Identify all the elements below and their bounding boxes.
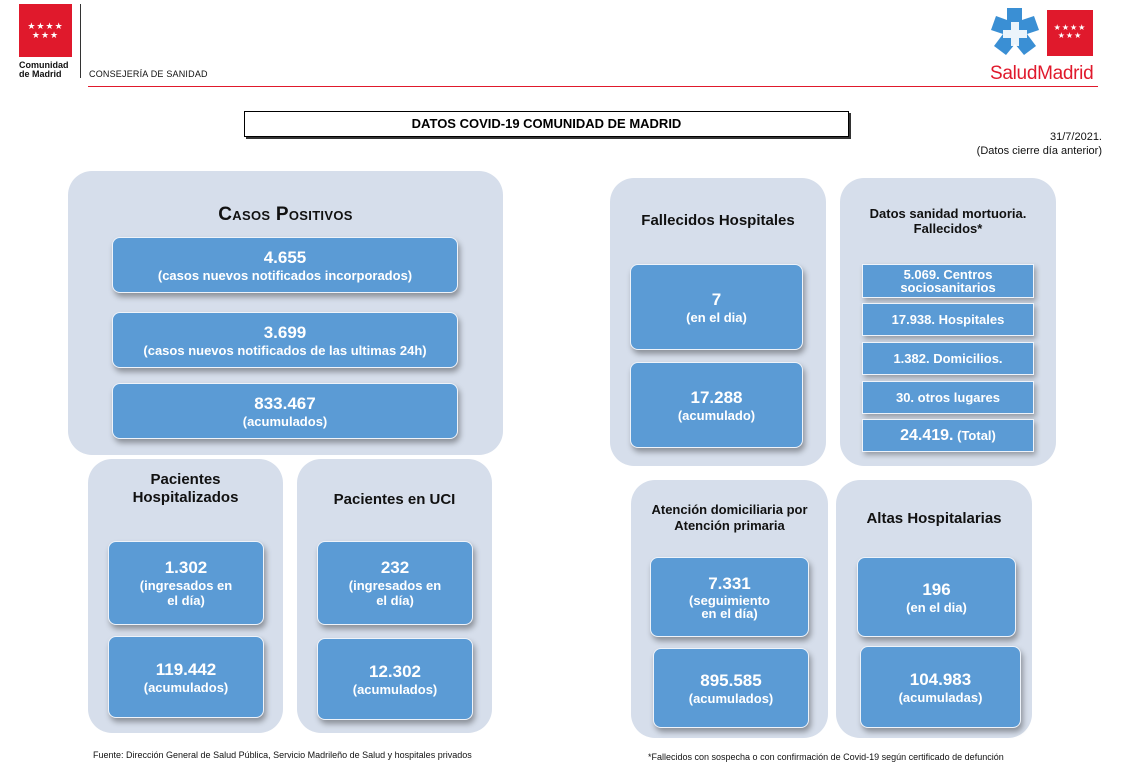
- mortuoria-total-value: 24.419.: [900, 427, 954, 444]
- mortuoria-total-label: (Total): [957, 428, 996, 443]
- footer-nota: *Fallecidos con sospecha o con confirmac…: [648, 752, 1004, 762]
- altas-total-value: 104.983: [909, 669, 972, 689]
- stars-icon: ★★★★ ★★★: [27, 21, 64, 40]
- atencion-domiciliaria-panel: Atención domiciliaria por Atención prima…: [631, 480, 828, 738]
- casos-nuevos-incorporados-box: 4.655 (casos nuevos notificados incorpor…: [112, 237, 458, 293]
- fallecidos-hosp-title: Fallecidos Hospitales: [641, 212, 795, 229]
- mortuoria-total-box: 24.419. (Total): [862, 419, 1034, 452]
- hosp-title-line2: Hospitalizados: [132, 489, 239, 506]
- header-rule: [88, 86, 1098, 87]
- casos-24h-value: 3.699: [263, 322, 307, 342]
- uci-daily-box: 232 (ingresados en el día): [317, 541, 473, 625]
- domiciliaria-title: Atención domiciliaria por Atención prima…: [631, 502, 828, 534]
- hosp-daily-label-2: el día): [167, 593, 205, 608]
- fallecidos-total-label: (acumulado): [677, 407, 756, 423]
- casos-acumulados-label: (acumulados): [242, 413, 328, 429]
- casos-acumulados-box: 833.467 (acumulados): [112, 383, 458, 439]
- domiciliaria-daily-label-1: (seguimiento: [689, 593, 770, 608]
- domiciliaria-daily-label-2: en el día): [701, 606, 758, 621]
- salud-cross-icon: [991, 8, 1039, 55]
- comunidad-madrid-name: Comunidad de Madrid: [19, 61, 69, 79]
- casos-24h-label: (casos nuevos notificados de las ultimas…: [143, 342, 427, 358]
- page-title: DATOS COVID-19 COMUNIDAD DE MADRID: [244, 111, 849, 137]
- date-value: 31/7/2021.: [1050, 131, 1102, 143]
- altas-total-label: (acumuladas): [898, 689, 983, 705]
- mortuoria-title: Datos sanidad mortuoria. Fallecidos*: [840, 206, 1056, 236]
- fallecidos-total-value: 17.288: [690, 387, 743, 407]
- mortuoria-centros-box: 5.069. Centros sociosanitarios: [862, 264, 1034, 298]
- salud-madrid-flag: ★★★★ ★★★: [1047, 10, 1093, 56]
- cam-name-line2: de Madrid: [19, 69, 62, 79]
- hospitalizados-title: Pacientes Hospitalizados: [88, 471, 283, 507]
- casos-title: Casos Positivos: [218, 204, 353, 225]
- domiciliaria-daily-value: 7.331: [708, 574, 751, 593]
- hosp-daily-label-1: (ingresados en: [139, 578, 233, 593]
- hospitales-value: 17.938. Hospitales: [891, 312, 1005, 327]
- domiciliaria-total-label: (acumulados): [688, 690, 774, 706]
- uci-total-value: 12.302: [369, 661, 421, 681]
- hospitalizados-total-box: 119.442 (acumulados): [108, 636, 264, 718]
- mortuoria-otros-box: 30. otros lugares: [862, 381, 1034, 414]
- domiciliaria-title-line1: Atención domiciliaria por: [651, 502, 808, 517]
- uci-total-label: (acumulados): [352, 681, 438, 697]
- casos-positivos-panel: Casos Positivos 4.655 (casos nuevos noti…: [68, 171, 503, 455]
- altas-daily-label: (en el dia): [906, 599, 967, 615]
- mortuoria-title-line2: Fallecidos*: [913, 221, 983, 236]
- altas-daily-box: 196 (en el dia): [857, 557, 1016, 637]
- domiciliaria-total-value: 895.585: [700, 670, 762, 690]
- fallecidos-hospitales-panel: Fallecidos Hospitales 7 (en el dia) 17.2…: [610, 178, 826, 466]
- report-date: 31/7/2021. (Datos cierre día anterior): [977, 130, 1102, 158]
- hosp-total-label: (acumulados): [143, 679, 229, 695]
- domiciliaria-title-line2: Atención primaria: [674, 518, 785, 533]
- hosp-total-value: 119.442: [155, 659, 217, 679]
- header-divider: [80, 4, 81, 78]
- uci-daily-label-2: el día): [376, 593, 414, 608]
- domiciliaria-total-box: 895.585 (acumulados): [653, 648, 809, 728]
- hospitalizados-daily-box: 1.302 (ingresados en el día): [108, 541, 264, 625]
- hosp-title-line1: Pacientes: [150, 471, 221, 488]
- fallecidos-daily-label: (en el dia): [686, 309, 747, 325]
- otros-value: 30. otros lugares: [895, 390, 1001, 405]
- sanidad-mortuoria-panel: Datos sanidad mortuoria. Fallecidos* 5.0…: [840, 178, 1056, 466]
- hospitalizados-panel: Pacientes Hospitalizados 1.302 (ingresad…: [88, 459, 283, 733]
- mortuoria-title-line1: Datos sanidad mortuoria.: [869, 206, 1027, 221]
- altas-total-box: 104.983 (acumuladas): [860, 646, 1021, 728]
- fallecidos-daily-value: 7: [711, 289, 722, 309]
- casos-incorporados-label: (casos nuevos notificados incorporados): [157, 267, 413, 283]
- altas-daily-value: 196: [922, 579, 951, 599]
- consejeria-label: CONSEJERÍA DE SANIDAD: [89, 69, 208, 79]
- salud-madrid-logo-text: SaludMadrid: [990, 63, 1094, 84]
- domicilios-value: 1.382. Domicilios.: [893, 351, 1003, 366]
- domiciliaria-daily-box: 7.331 (seguimiento en el día): [650, 557, 809, 637]
- centros-line1: 5.069. Centros: [903, 267, 993, 282]
- footer-fuente: Fuente: Dirección General de Salud Públi…: [93, 750, 472, 760]
- fallecidos-hosp-daily-box: 7 (en el dia): [630, 264, 803, 350]
- casos-acumulados-value: 833.467: [254, 393, 316, 413]
- mortuoria-domicilios-box: 1.382. Domicilios.: [862, 342, 1034, 375]
- centros-line2: sociosanitarios: [900, 280, 996, 295]
- mortuoria-hospitales-box: 17.938. Hospitales: [862, 303, 1034, 336]
- comunidad-madrid-logo: ★★★★ ★★★: [19, 4, 72, 57]
- uci-title: Pacientes en UCI: [333, 491, 456, 508]
- casos-nuevos-24h-box: 3.699 (casos nuevos notificados de las u…: [112, 312, 458, 368]
- fallecidos-hosp-total-box: 17.288 (acumulado): [630, 362, 803, 448]
- casos-incorporados-value: 4.655: [263, 247, 307, 267]
- altas-title: Altas Hospitalarias: [866, 510, 1002, 527]
- altas-hospitalarias-panel: Altas Hospitalarias 196 (en el dia) 104.…: [836, 480, 1032, 738]
- cam-name-line1: Comunidad: [19, 60, 69, 70]
- date-note: (Datos cierre día anterior): [976, 145, 1102, 157]
- uci-panel: Pacientes en UCI 232 (ingresados en el d…: [297, 459, 492, 733]
- hosp-daily-value: 1.302: [164, 558, 208, 577]
- stars-icon: ★★★★ ★★★: [1053, 23, 1087, 40]
- uci-total-box: 12.302 (acumulados): [317, 638, 473, 720]
- uci-daily-label-1: (ingresados en: [348, 578, 442, 593]
- uci-daily-value: 232: [380, 558, 410, 577]
